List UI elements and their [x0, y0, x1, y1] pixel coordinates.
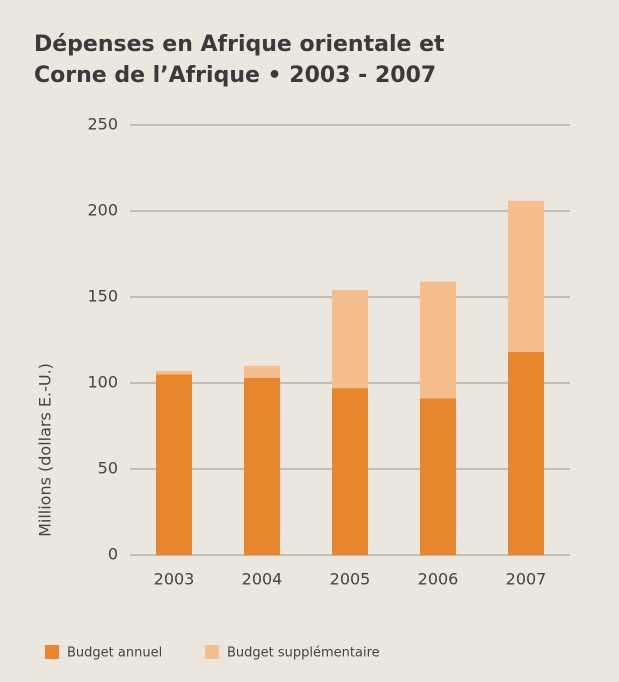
x-tick-label: 2005 [330, 570, 371, 589]
bar-segment [244, 365, 280, 378]
chart-title: Corne de l’Afrique • 2003 - 2007 [34, 63, 436, 88]
bar-segment [332, 388, 368, 555]
y-tick-label: 100 [87, 373, 118, 392]
y-tick-label: 200 [87, 201, 118, 220]
y-axis-label: Millions (dollars E.-U.) [36, 363, 55, 537]
chart-title: Dépenses en Afrique orientale et [34, 32, 445, 57]
legend-label: Budget annuel [67, 646, 162, 661]
legend-label: Budget supplémentaire [227, 646, 380, 661]
bar-segment [508, 352, 544, 555]
bar-segment [420, 281, 456, 399]
bar-segment [420, 398, 456, 555]
bar-segment [508, 200, 544, 353]
x-tick-label: 2004 [242, 570, 283, 589]
legend-swatch [45, 645, 59, 659]
x-tick-label: 2007 [506, 570, 547, 589]
bar-segment [244, 377, 280, 555]
y-tick-label: 250 [87, 115, 118, 134]
bar-segment [332, 290, 368, 389]
bar-segment [156, 374, 192, 555]
x-tick-label: 2003 [154, 570, 195, 589]
bar-segment [156, 370, 192, 375]
x-tick-label: 2006 [418, 570, 459, 589]
y-tick-label: 150 [87, 287, 118, 306]
legend-swatch [205, 645, 219, 659]
y-tick-label: 50 [98, 459, 118, 478]
y-tick-label: 0 [108, 545, 118, 564]
